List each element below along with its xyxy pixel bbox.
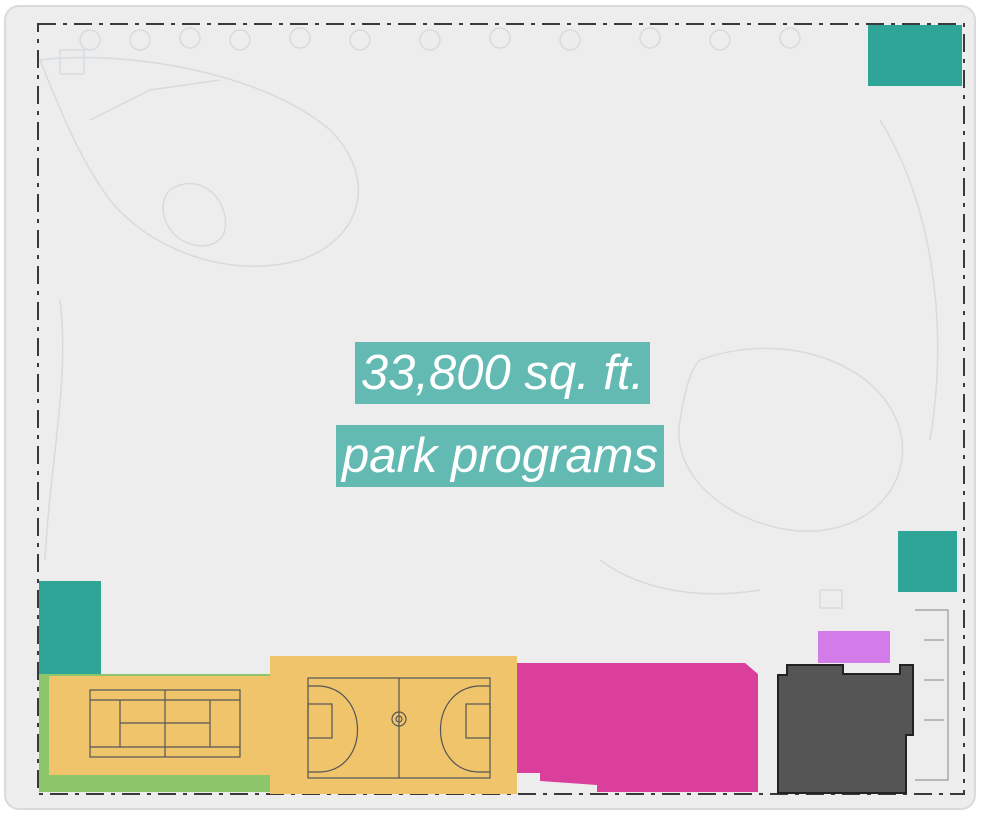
tennis-court-area <box>49 676 277 775</box>
area-label: 33,800 sq. ft. <box>0 342 982 404</box>
program-label: park programs <box>0 425 982 487</box>
area-label-text: 33,800 sq. ft. <box>354 342 651 404</box>
magenta-area <box>517 663 758 792</box>
site-panel <box>4 5 976 810</box>
basketball-court-area <box>270 656 517 794</box>
teal-block-top-right <box>868 25 962 86</box>
site-boundary <box>37 23 965 795</box>
dark-building <box>777 664 914 794</box>
violet-block <box>818 631 890 663</box>
teal-block-right <box>898 531 957 592</box>
basketball-court-icon <box>307 677 491 779</box>
background-linework <box>38 27 939 609</box>
tennis-court-icon <box>89 689 241 758</box>
program-label-text: park programs <box>336 425 664 487</box>
teal-block-left <box>39 581 101 677</box>
building-outline-details <box>915 609 949 781</box>
